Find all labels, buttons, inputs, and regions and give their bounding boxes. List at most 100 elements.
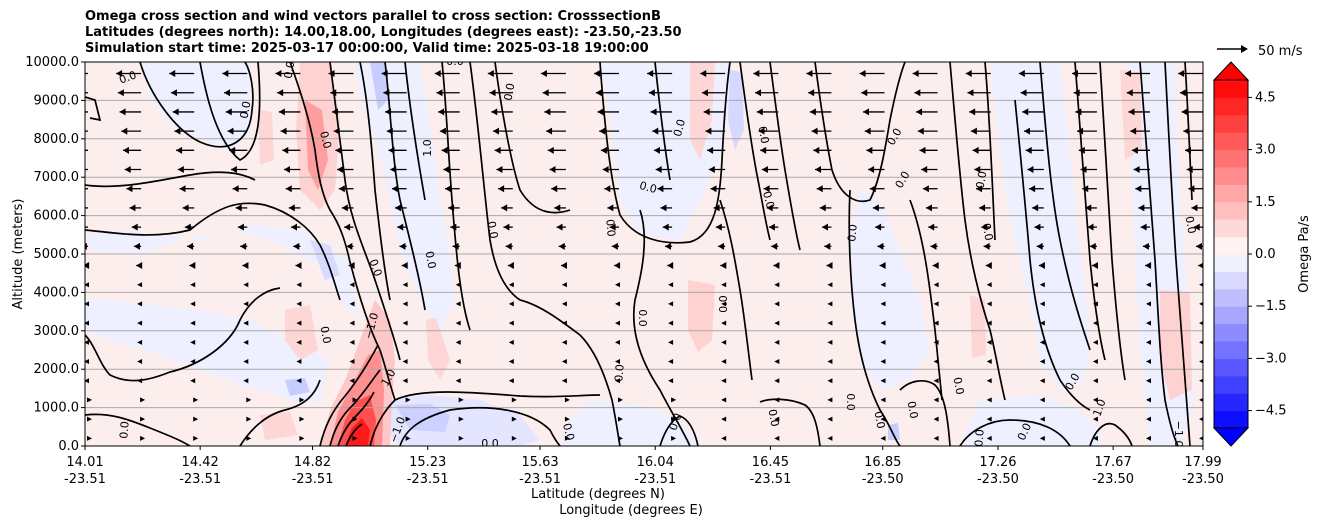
wind-vector-head xyxy=(761,166,768,174)
wind-vector-head xyxy=(1092,339,1098,345)
wind-vector-head xyxy=(713,204,720,212)
wind-vector-head xyxy=(280,127,287,135)
colorbar-label: Omega Pa/s xyxy=(1297,215,1312,293)
wind-vector-head xyxy=(1184,146,1191,154)
wind-vector-head xyxy=(172,108,179,116)
wind-vector-head xyxy=(774,320,780,326)
wind-vector-head xyxy=(352,435,358,441)
wind-vector-head xyxy=(299,416,305,422)
wind-vector-head xyxy=(615,301,620,307)
wind-vector-head xyxy=(671,397,677,403)
wind-vector-head xyxy=(561,378,567,384)
wind-vector-head xyxy=(450,223,457,231)
contour-line xyxy=(85,96,102,122)
wind-vector-head xyxy=(137,282,143,288)
wind-vector-head xyxy=(668,339,674,345)
contour-line xyxy=(384,62,426,311)
y-tick-label: 3000.0 xyxy=(34,324,80,339)
wind-vector-head xyxy=(1146,301,1151,307)
wind-vector-head xyxy=(933,416,939,422)
x-tick-label-lat: 17.26 xyxy=(979,455,1016,470)
wind-vector-head xyxy=(299,397,305,403)
wind-vector-head xyxy=(647,70,654,78)
wind-vector-head xyxy=(458,435,464,441)
wind-vector-head xyxy=(237,223,244,231)
wind-vector-head xyxy=(85,320,89,326)
wind-vector-head xyxy=(880,397,886,403)
wind-vector-head xyxy=(774,339,780,345)
contour-line xyxy=(959,419,1071,446)
wind-vector-head xyxy=(1195,242,1202,250)
grid-lines xyxy=(85,99,1203,409)
colorbar-band xyxy=(1214,236,1248,255)
wind-vector-head xyxy=(1092,262,1098,270)
wind-vector-head xyxy=(487,70,494,78)
wind-vector-head xyxy=(1027,166,1034,174)
wind-vector-head xyxy=(243,339,249,345)
contour-line xyxy=(848,189,901,446)
wind-vector-head xyxy=(875,223,882,231)
y-axis-label: Altitude (meters) xyxy=(11,199,26,310)
wind-vector-head xyxy=(986,378,992,384)
y-tick-label: 1000.0 xyxy=(34,401,80,416)
contour-line xyxy=(909,199,943,401)
wind-vector-head xyxy=(827,416,833,422)
wind-vector-head xyxy=(561,262,567,270)
x-tick-label-lat: 14.82 xyxy=(294,455,331,470)
wind-vector-head xyxy=(1183,127,1190,135)
wind-vector-head xyxy=(246,397,252,403)
contour-label: 0.0 xyxy=(485,220,501,239)
x-tick-label-lat: 16.45 xyxy=(752,455,789,470)
contour-line xyxy=(404,62,426,201)
wind-vector-head xyxy=(822,223,828,231)
wind-vector-head xyxy=(755,89,762,97)
contour-line xyxy=(345,423,363,446)
wind-vector-head xyxy=(703,108,710,116)
wind-vector-head xyxy=(296,378,302,384)
wind-vector-head xyxy=(1039,378,1045,384)
wind-vector-head xyxy=(986,397,992,403)
contour-label: 0.0 xyxy=(671,118,688,138)
wind-vector-head xyxy=(169,70,176,78)
wind-vector-head xyxy=(604,185,611,193)
quiver-key-arrowhead xyxy=(1241,45,1248,53)
wind-vector-head xyxy=(1092,435,1098,441)
wind-vector-head xyxy=(227,127,234,135)
contour-line xyxy=(329,62,401,361)
wind-vector-head xyxy=(1199,378,1203,383)
wind-vector-head xyxy=(405,435,411,441)
wind-vector-head xyxy=(986,435,992,441)
wind-vector-head xyxy=(933,282,939,288)
colorbar-extend-max xyxy=(1212,61,1250,81)
contour-label: 0.0 xyxy=(974,170,990,189)
wind-vector-head xyxy=(815,166,821,174)
contour-label: 0.0 xyxy=(423,250,439,269)
wind-vector-head xyxy=(986,339,992,345)
negative-core xyxy=(395,404,450,432)
wind-vector-head xyxy=(660,204,667,212)
colorbar-extend-min xyxy=(1212,427,1250,447)
wind-vector-head xyxy=(715,223,722,231)
wind-vector-head xyxy=(774,378,780,384)
wind-vector-head xyxy=(1131,146,1138,154)
wind-vector-head xyxy=(872,204,879,212)
wind-vector-head xyxy=(564,435,570,441)
wind-vector-head xyxy=(508,301,514,307)
x-tick-label-lon: -23.50 xyxy=(977,472,1019,487)
wind-vector-head xyxy=(1199,359,1203,364)
wind-vector-head xyxy=(508,378,514,384)
x-tick-label-lat: 14.01 xyxy=(66,455,103,470)
wind-vector-head xyxy=(986,416,992,422)
wind-vector-head xyxy=(827,320,833,326)
wind-vector-head xyxy=(335,146,342,154)
wind-vector-head xyxy=(561,359,567,365)
contour-label: 0.0 xyxy=(844,393,857,411)
negative-region xyxy=(850,190,930,390)
colorbar-tick-label: 0.0 xyxy=(1255,247,1276,262)
wind-vector-head xyxy=(348,262,355,270)
wind-vector-head xyxy=(394,204,401,212)
wind-vector-head xyxy=(708,166,715,174)
wind-vector-head xyxy=(983,242,990,250)
wind-vector-head xyxy=(296,301,302,307)
